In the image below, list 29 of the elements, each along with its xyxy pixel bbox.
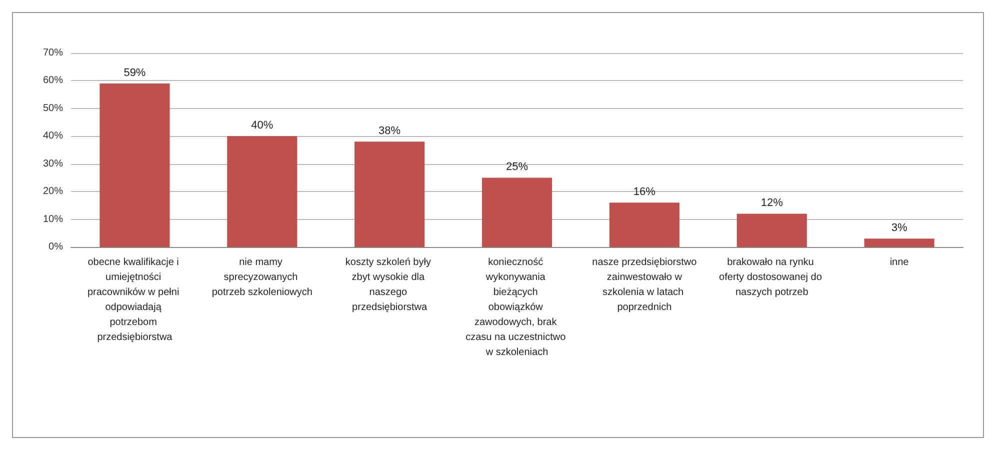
bar (864, 238, 934, 247)
x-tick-label: brakowało na rynku oferty dostosowanej do naszych potrzeb (719, 257, 825, 298)
data-label: 16% (633, 186, 656, 198)
x-tick-label: koszty szkoleń były zbyt wysokie dla naszego przedsiębiorstwa (345, 257, 434, 313)
data-label: 12% (760, 197, 784, 210)
data-label: 59% (124, 66, 146, 79)
bar (354, 142, 425, 247)
y-tick-label: 70% (42, 48, 64, 58)
x-tick-label: obecne kwalifikacje i umiejętności pracowników w pełni odpowiadają potrzebom przedsiębiorstwa (87, 257, 182, 343)
y-tick-label: 40% (42, 130, 64, 142)
data-label: 3% (891, 222, 908, 234)
data-label: 25% (506, 161, 528, 174)
bar (736, 214, 807, 247)
x-tick-label: nie mamy sprecyzowanych potrzeb szkoleniowych (212, 257, 312, 298)
data-label: 40% (251, 120, 274, 132)
y-tick-label: 60% (42, 75, 64, 86)
x-tick-label: nasze przedsiębiorstwo zainwestowało w szkolenia w latach poprzednich (592, 257, 698, 313)
bar (227, 136, 298, 247)
y-tick-label: 20% (42, 186, 64, 198)
bar (609, 202, 680, 247)
y-tick-label: 30% (42, 158, 64, 170)
y-tick-label: 50% (42, 102, 64, 114)
data-label: 38% (378, 125, 401, 138)
bar (482, 178, 552, 247)
y-tick-label: 10% (42, 214, 64, 225)
bar (100, 83, 170, 247)
x-tick-label: konieczność wykonywania bieżących obowiązków zawodowych, brak czasu na uczestnictwo w szkoleniach (466, 257, 568, 358)
x-tick-label: inne (890, 257, 910, 268)
y-tick-label: 0% (48, 242, 64, 252)
